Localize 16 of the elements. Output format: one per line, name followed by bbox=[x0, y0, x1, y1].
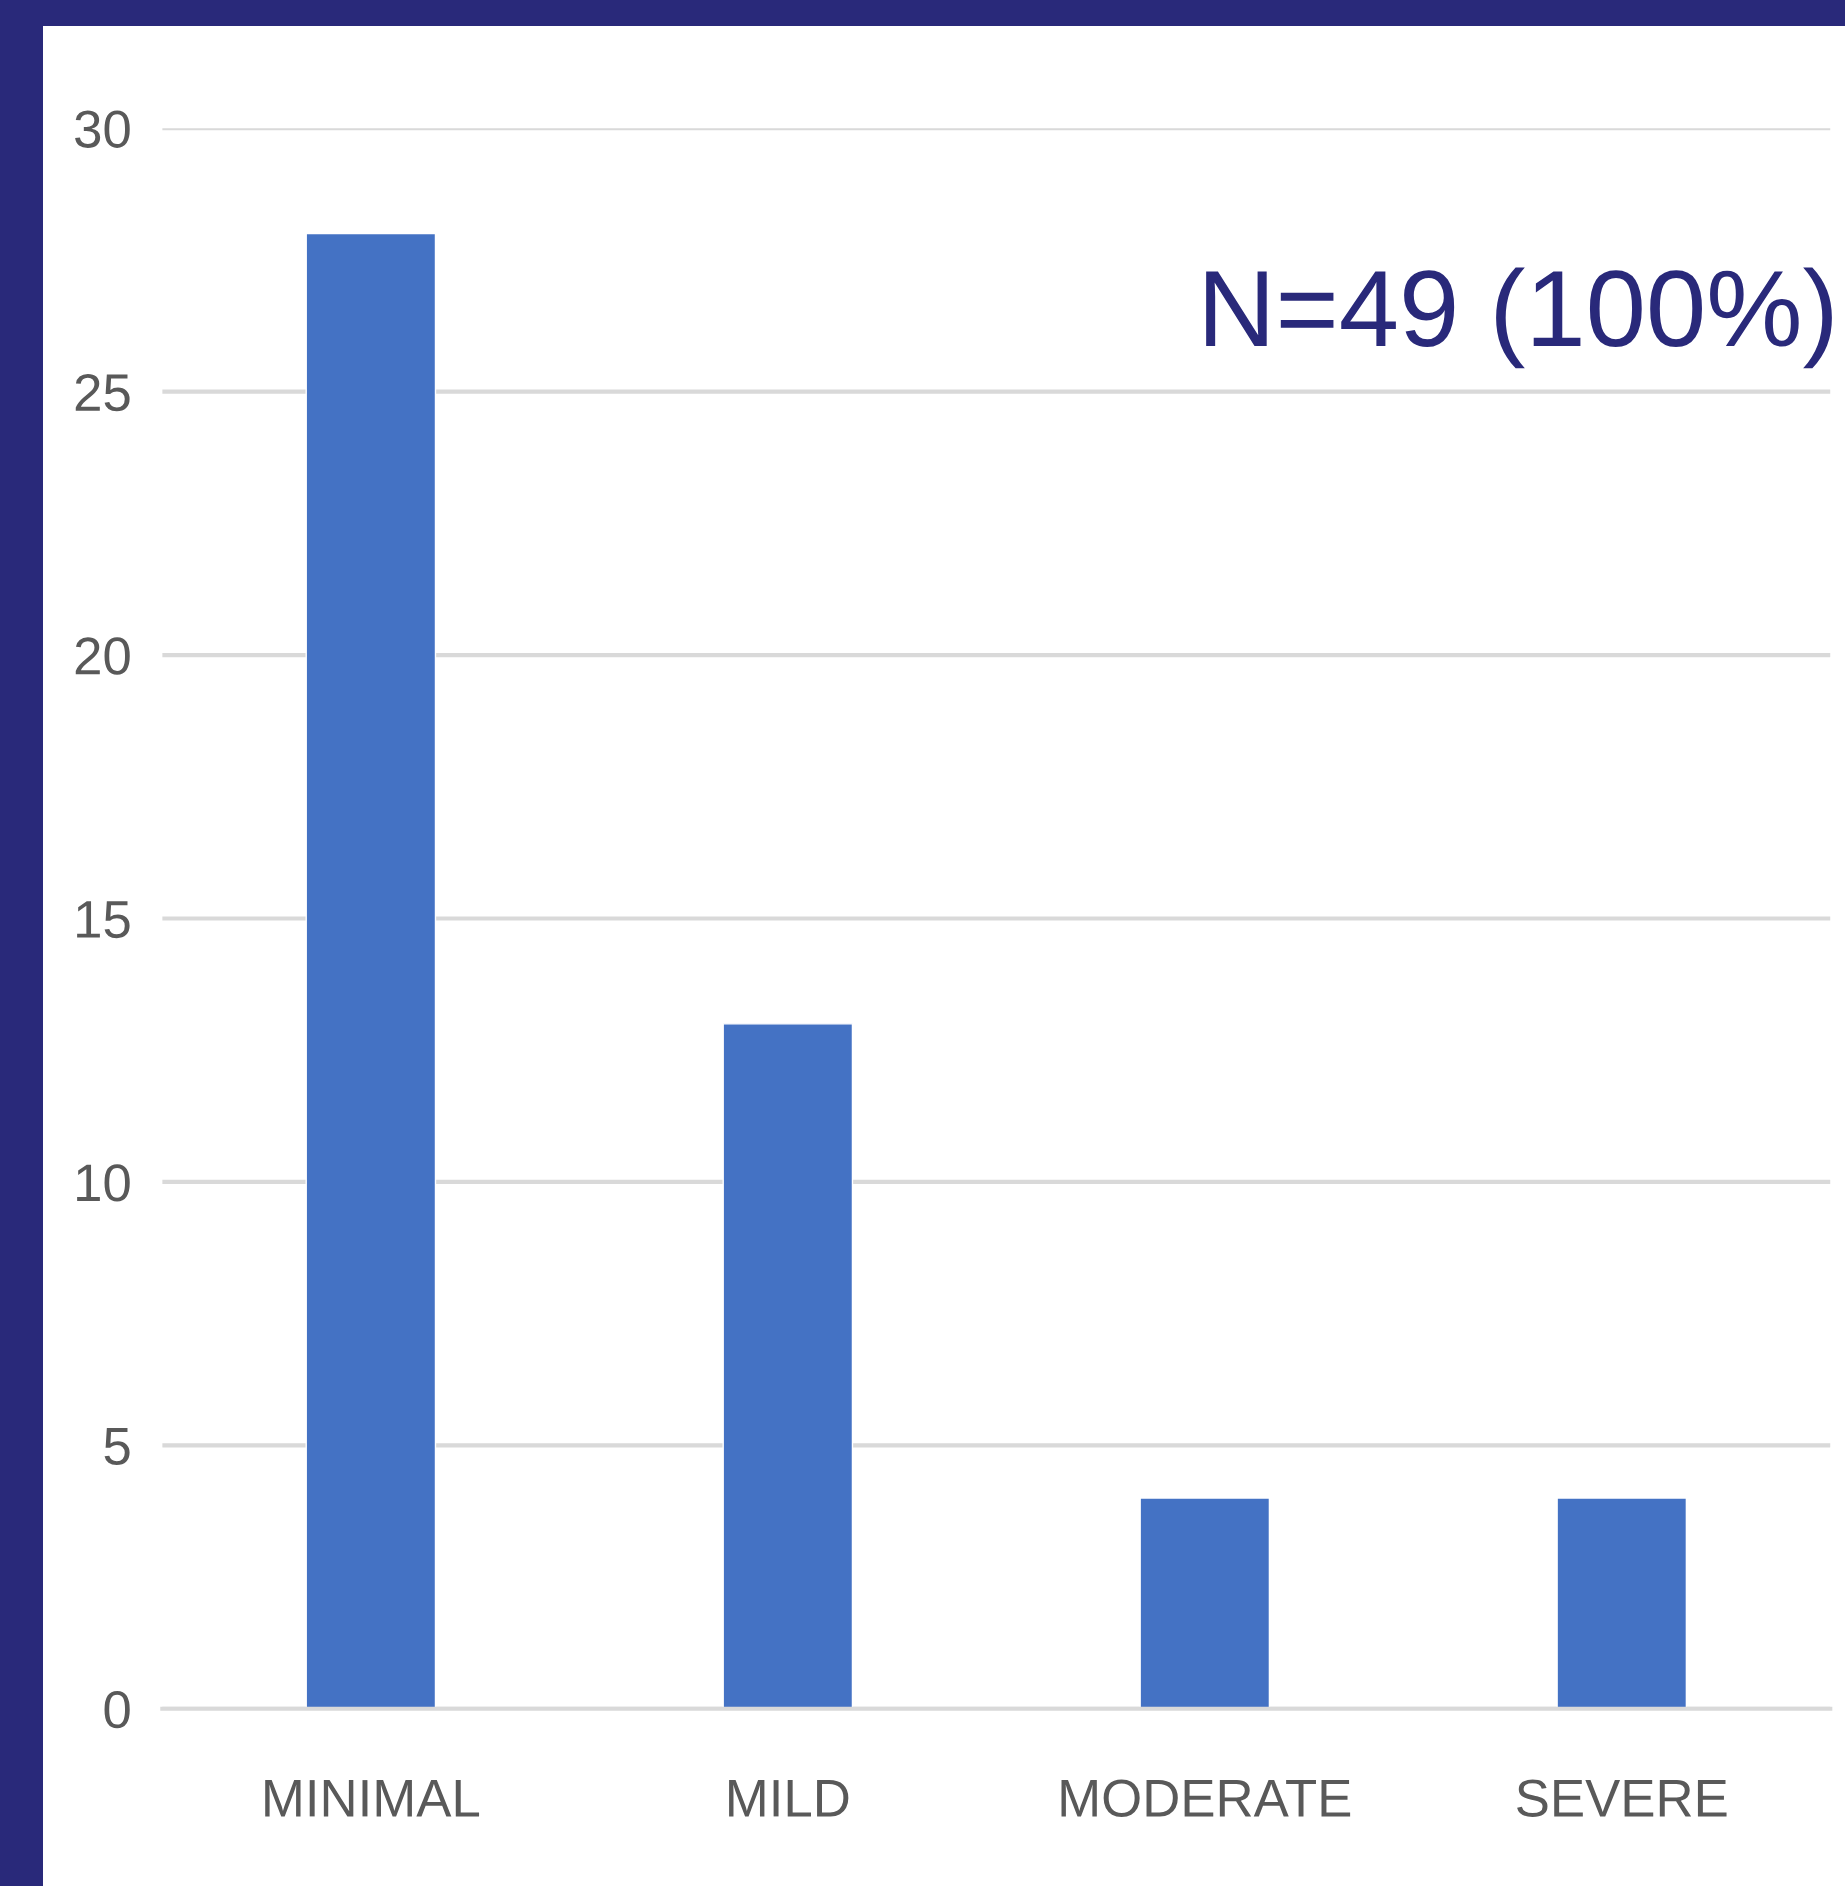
x-tick-label: MODERATE bbox=[1061, 1779, 1351, 1817]
x-tick-label: MILD bbox=[729, 1780, 849, 1817]
bar bbox=[1139, 1497, 1271, 1709]
y-tick-label: 0 bbox=[104, 1690, 130, 1729]
bar bbox=[1556, 1497, 1688, 1709]
y-tick-label: 15 bbox=[77, 901, 130, 939]
y-tick-label: 10 bbox=[77, 1164, 130, 1202]
x-tick-label: SEVERE bbox=[1517, 1779, 1727, 1817]
y-tick-label: 20 bbox=[75, 637, 130, 675]
y-tick-label: 25 bbox=[75, 373, 130, 412]
annotation: N=49 (100%) bbox=[1206, 267, 1832, 369]
x-tick-label: MINIMAL bbox=[265, 1780, 480, 1817]
bar bbox=[305, 232, 437, 1709]
y-tick-label: 30 bbox=[75, 110, 130, 148]
bar bbox=[722, 1023, 854, 1709]
y-tick-label: 5 bbox=[104, 1428, 130, 1465]
